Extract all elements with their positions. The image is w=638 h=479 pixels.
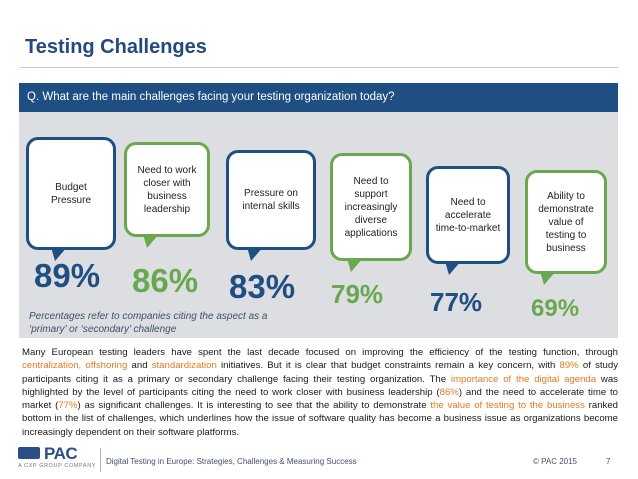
- bubble-tail: [143, 234, 159, 248]
- title-divider: [20, 67, 618, 68]
- body-text-segment: Many European testing leaders have spent…: [22, 347, 618, 358]
- challenge-bubble-internal-skills: Pressure on internal skills: [226, 150, 316, 261]
- logo-tagline: A CXP GROUP COMPANY: [18, 463, 97, 469]
- footer-report-title: Digital Testing in Europe: Strategies, C…: [106, 457, 357, 466]
- page-number: 7: [606, 457, 611, 466]
- body-text-segment: ) as significant challenges. It is inter…: [77, 400, 431, 412]
- body-text-segment: ) and the need to accelerate time to mar…: [22, 386, 618, 412]
- footer-copyright: © PAC 2015: [533, 457, 577, 466]
- body-highlight: 86%: [439, 386, 459, 398]
- challenge-bubble-business-leadership: Need to work closer with business leader…: [124, 142, 210, 248]
- bubble-tail: [51, 247, 67, 261]
- challenge-label: Need to support increasingly diverse app…: [344, 175, 398, 239]
- body-text-segment: ranked bottom in the list of challenges,…: [22, 400, 619, 438]
- challenge-percent-business-leadership: 86%: [132, 262, 199, 299]
- body-text-segment: and: [127, 360, 152, 372]
- body-paragraph: Many European testing leaders have spent…: [22, 346, 618, 439]
- body-highlight: 77%: [58, 400, 78, 412]
- challenge-label: Budget Pressure: [50, 181, 91, 206]
- logo-mark-icon: [18, 447, 40, 459]
- body-highlight: standardization: [151, 360, 217, 372]
- bubble-tail: [445, 261, 461, 275]
- body-highlight: the value of testing to the business: [430, 400, 585, 412]
- challenge-label: Pressure on internal skills: [242, 188, 300, 212]
- bubble-tail: [540, 271, 556, 285]
- body-text-segment: of study participants citing it as a pri…: [22, 360, 619, 385]
- challenge-bubble-budget: Budget Pressure: [26, 137, 116, 261]
- body-text-segment: was highlighted by the level of particip…: [22, 373, 618, 398]
- bubble-tail: [347, 258, 363, 272]
- challenge-label: Need to work closer with business leader…: [137, 164, 197, 215]
- challenges-panel: [19, 112, 618, 338]
- pac-logo: PAC A CXP GROUP COMPANY: [18, 444, 97, 473]
- footer-divider: [100, 448, 101, 472]
- percentages-footnote: Percentages refer to companies citing th…: [29, 311, 268, 335]
- body-highlight: importance of the digital agenda: [450, 373, 597, 385]
- challenge-percent-value-of-testing: 69%: [531, 295, 580, 322]
- challenge-percent-diverse-applications: 79%: [331, 279, 384, 309]
- logo-wordmark: PAC: [44, 444, 78, 463]
- challenge-bubble-diverse-applications: Need to support increasingly diverse app…: [330, 153, 412, 272]
- challenge-label: Need to accelerate time-to-market: [435, 196, 501, 234]
- challenge-percent-time-to-market: 77%: [430, 287, 483, 317]
- body-highlight: centralization, offshoring: [22, 360, 128, 372]
- challenge-percent-budget: 89%: [34, 257, 101, 294]
- challenge-bubble-time-to-market: Need to accelerate time-to-market: [426, 166, 510, 275]
- challenge-bubble-value-of-testing: Ability to demonstrate value of testing …: [525, 170, 607, 285]
- body-text-segment: initiatives. But it is clear that budget…: [216, 360, 560, 372]
- question-bar: Q. What are the main challenges facing y…: [19, 83, 618, 112]
- body-highlight: 89%: [559, 360, 579, 372]
- challenge-percent-internal-skills: 83%: [229, 268, 296, 305]
- slide-title: Testing Challenges: [25, 36, 207, 58]
- challenge-label: Ability to demonstrate value of testing …: [538, 190, 594, 254]
- bubble-tail: [247, 247, 263, 261]
